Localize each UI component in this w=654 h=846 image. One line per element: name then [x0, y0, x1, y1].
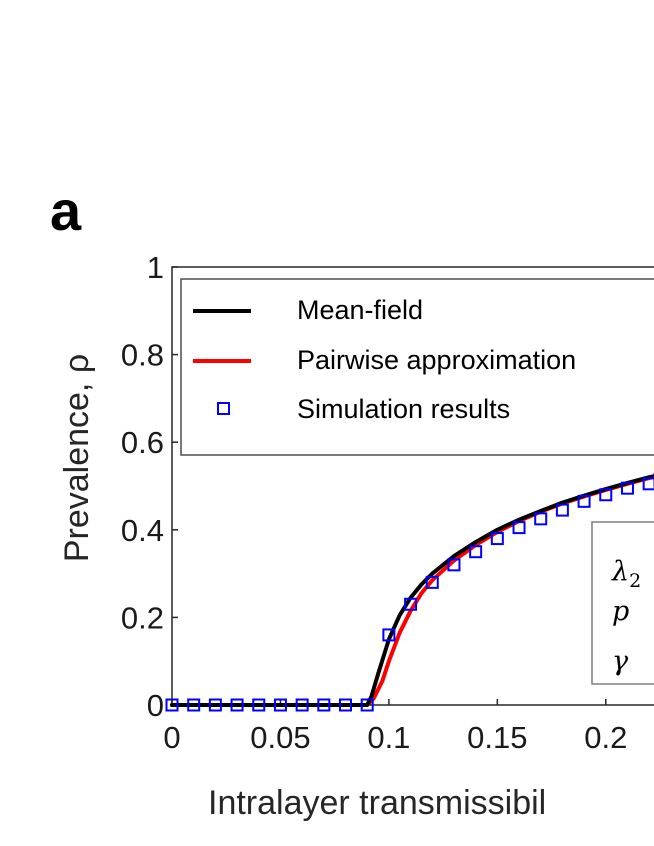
simulation-point [382, 628, 396, 642]
y-tick-label: 0.2 [121, 600, 164, 635]
parameter-box: λ2 p γ [591, 521, 654, 685]
series-layer [170, 474, 654, 707]
simulation-point [577, 494, 591, 508]
parameter-box-frame [591, 521, 654, 685]
simulation-point [295, 698, 309, 712]
simulation-point [273, 698, 287, 712]
simulation-point [620, 481, 634, 495]
simulation-point [187, 698, 201, 712]
simulation-point [339, 698, 353, 712]
simulation-point [360, 698, 374, 712]
x-axis-ticks: 0 0.05 0.1 0.15 0.2 [163, 699, 627, 755]
simulation-point [208, 698, 222, 712]
y-tick-label: 1 [147, 250, 164, 285]
simulation-point [490, 532, 504, 546]
simulation-point [555, 503, 569, 517]
legend-box [180, 278, 654, 456]
x-tick-label: 0.1 [367, 720, 410, 755]
x-tick-label: 0.15 [467, 720, 527, 755]
panel-label: a [50, 179, 82, 242]
y-tick-label: 0 [147, 688, 164, 723]
parameter-gamma: γ [612, 646, 629, 677]
y-tick-label: 0.4 [121, 513, 164, 548]
x-axis-label: Intralayer transmissibil [208, 784, 546, 822]
simulation-point [317, 698, 331, 712]
simulation-point [534, 512, 548, 526]
plot-area-border [171, 266, 654, 706]
y-axis-ticks: 0 0.2 0.4 0.6 0.8 1 [121, 250, 178, 723]
simulation-markers [165, 472, 654, 712]
simulation-point [252, 698, 266, 712]
legend-label-mean-field: Mean-field [297, 295, 423, 325]
simulation-point [447, 558, 461, 572]
y-axis-label: Prevalence, ρ [58, 354, 96, 562]
simulation-point [165, 698, 179, 712]
series-line-mean-field [170, 474, 654, 707]
simulation-point [469, 545, 483, 559]
simulation-point [642, 477, 654, 491]
parameter-p: p [612, 596, 629, 627]
simulation-point [599, 488, 613, 502]
simulation-point [230, 698, 244, 712]
y-tick-label: 0.6 [121, 425, 164, 460]
y-tick-label: 0.8 [121, 338, 164, 373]
parameter-lambda: λ2 [611, 556, 641, 592]
series-line-pairwise-approximation [170, 475, 654, 707]
legend-label-pairwise: Pairwise approximation [297, 345, 576, 375]
simulation-point [404, 597, 418, 611]
simulation-point [425, 575, 439, 589]
legend-label-simulation: Simulation results [297, 394, 510, 424]
x-tick-label: 0.2 [584, 720, 627, 755]
simulation-point [512, 521, 526, 535]
x-tick-label: 0 [163, 720, 180, 755]
legend-swatch-simulation [217, 402, 230, 415]
x-tick-label: 0.05 [250, 720, 310, 755]
axes-frame [171, 266, 654, 706]
legend: Mean-field Pairwise approximation Simula… [180, 278, 654, 456]
